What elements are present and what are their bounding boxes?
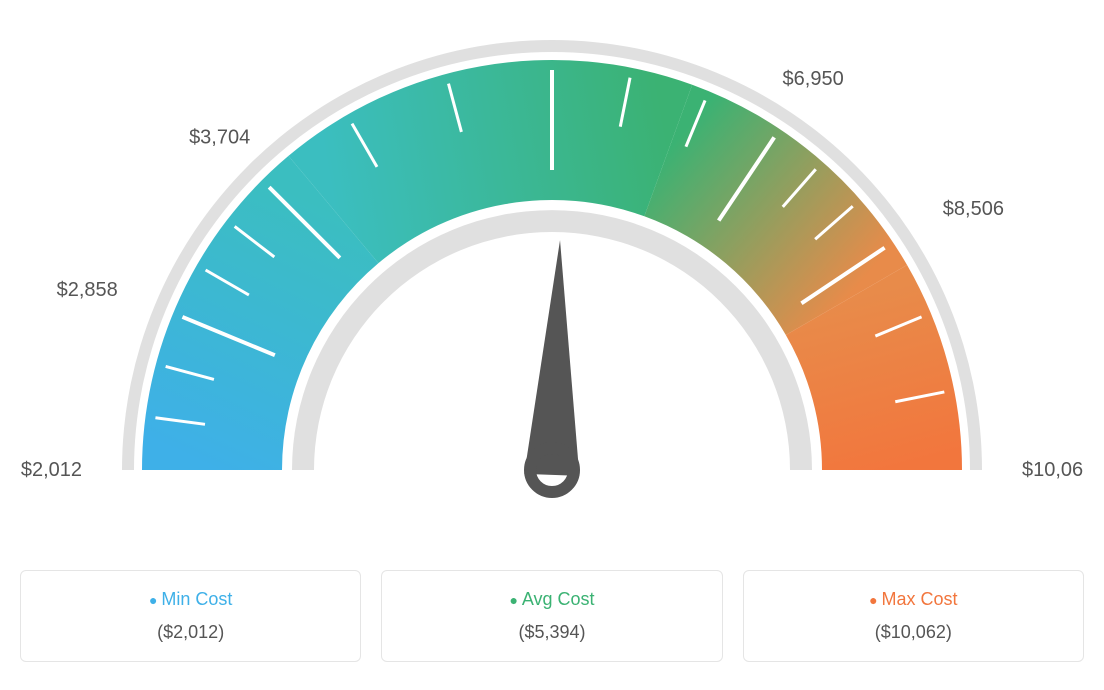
svg-text:$8,506: $8,506 xyxy=(943,198,1004,220)
cost-gauge-container: $2,012$2,858$3,704$5,394$6,950$8,506$10,… xyxy=(20,20,1084,662)
legend-card-max: Max Cost ($10,062) xyxy=(743,570,1084,662)
gauge-chart: $2,012$2,858$3,704$5,394$6,950$8,506$10,… xyxy=(20,20,1084,560)
legend-max-value: ($10,062) xyxy=(756,622,1071,643)
legend-avg-value: ($5,394) xyxy=(394,622,709,643)
legend-min-label: Min Cost xyxy=(33,589,348,610)
legend-card-min: Min Cost ($2,012) xyxy=(20,570,361,662)
gauge-svg: $2,012$2,858$3,704$5,394$6,950$8,506$10,… xyxy=(20,20,1084,560)
legend-row: Min Cost ($2,012) Avg Cost ($5,394) Max … xyxy=(20,570,1084,662)
svg-text:$2,012: $2,012 xyxy=(21,459,82,481)
svg-text:$3,704: $3,704 xyxy=(189,127,250,149)
legend-min-value: ($2,012) xyxy=(33,622,348,643)
legend-avg-label: Avg Cost xyxy=(394,589,709,610)
legend-max-label: Max Cost xyxy=(756,589,1071,610)
svg-text:$6,950: $6,950 xyxy=(783,68,844,90)
svg-text:$10,062: $10,062 xyxy=(1022,459,1084,481)
svg-text:$2,858: $2,858 xyxy=(57,279,118,301)
legend-card-avg: Avg Cost ($5,394) xyxy=(381,570,722,662)
